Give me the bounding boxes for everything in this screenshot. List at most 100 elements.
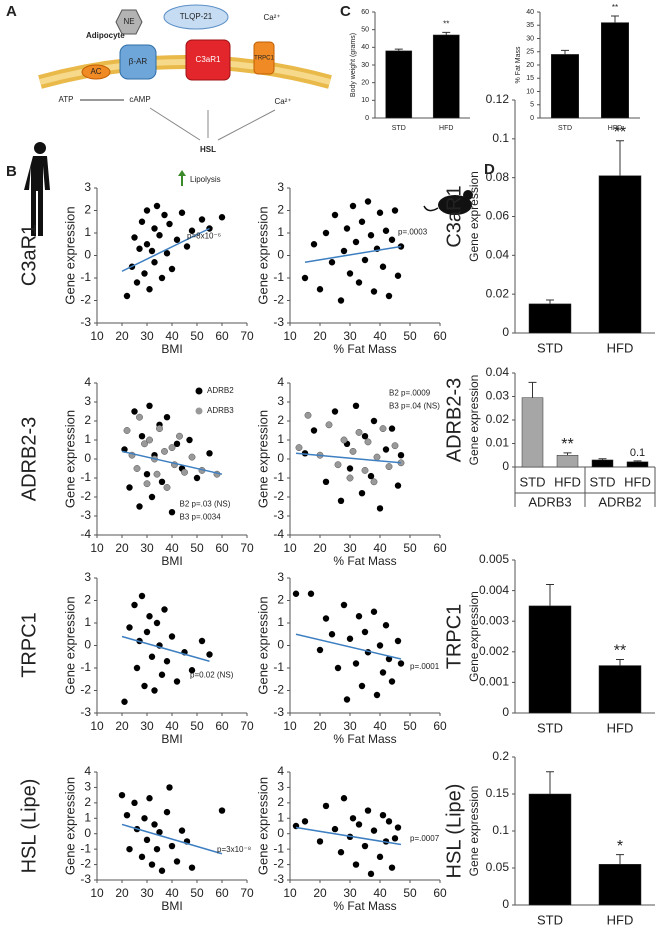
y-tick-label: -2 xyxy=(273,489,284,503)
point xyxy=(292,590,300,597)
y-tick-label: 60 xyxy=(361,9,369,16)
x-tick-label: 60 xyxy=(215,886,229,900)
x-tick-label: 50 xyxy=(190,541,204,555)
panel-label: B xyxy=(6,163,17,180)
group-label: ADRB2 xyxy=(598,494,641,509)
point xyxy=(176,432,183,440)
annotation: B3 p=.0034 xyxy=(180,513,222,522)
x-tick-label: 30 xyxy=(343,719,357,733)
annotation: B2 p=.03 (NS) xyxy=(180,500,231,509)
point xyxy=(126,484,133,491)
x-tick-label: HFD xyxy=(439,125,453,132)
x-tick-label: 50 xyxy=(403,541,417,555)
x-tick-label: 10 xyxy=(90,719,104,733)
y-tick-label: 1 xyxy=(84,225,91,239)
point xyxy=(364,438,372,446)
x-tick-label: 50 xyxy=(190,719,204,733)
y-tick-label: 1 xyxy=(277,615,284,629)
point xyxy=(367,472,375,480)
y-tick-label: 0 xyxy=(84,248,91,262)
legend-label: ADRB3 xyxy=(207,406,234,415)
point xyxy=(370,608,378,615)
x-tick-label: 60 xyxy=(433,719,447,733)
mouse-icon xyxy=(423,190,473,215)
x-tick-label: STD xyxy=(537,340,563,355)
y-tick-label: 5 xyxy=(530,102,534,109)
y-tick-label: 0 xyxy=(502,897,509,911)
point xyxy=(385,463,393,471)
point xyxy=(346,465,354,472)
y-axis-label: Gene expression xyxy=(62,596,77,694)
point xyxy=(118,791,126,799)
point xyxy=(358,218,366,225)
point xyxy=(138,853,146,861)
point xyxy=(391,835,399,842)
y-axis-label: Gene expression xyxy=(255,596,270,694)
x-tick-label: 70 xyxy=(240,541,254,555)
y-tick-label: 0 xyxy=(277,248,284,262)
y-tick-label: 1 xyxy=(84,615,91,629)
point xyxy=(131,601,138,609)
y-tick-label: 4 xyxy=(277,375,284,389)
point xyxy=(161,606,168,613)
side-label: C3aR1 xyxy=(443,185,465,247)
x-tick-label: 20 xyxy=(313,719,327,733)
bar xyxy=(591,459,614,468)
point xyxy=(337,497,345,504)
point xyxy=(397,660,405,667)
point xyxy=(361,256,369,264)
point xyxy=(310,427,318,434)
x-tick-label: 30 xyxy=(343,886,357,900)
error-bar xyxy=(442,31,451,35)
point xyxy=(370,478,378,486)
point xyxy=(136,245,143,252)
point xyxy=(198,216,206,223)
point xyxy=(168,509,176,516)
point xyxy=(138,218,146,225)
x-tick-label: HFD xyxy=(607,340,634,355)
point xyxy=(153,470,161,478)
point xyxy=(376,209,384,216)
point xyxy=(331,408,339,415)
point xyxy=(148,861,156,868)
point xyxy=(146,286,153,293)
significance: ** xyxy=(443,19,449,28)
point xyxy=(334,461,342,469)
point xyxy=(391,442,399,450)
point xyxy=(376,642,384,649)
point xyxy=(133,465,141,472)
point xyxy=(131,234,138,241)
point xyxy=(206,651,213,658)
point xyxy=(346,270,354,277)
x-tick-label: 60 xyxy=(433,329,447,343)
y-tick-label: 2 xyxy=(277,795,284,809)
point xyxy=(364,807,372,814)
y-tick-label: 2 xyxy=(84,593,91,607)
panel-label: A xyxy=(6,3,17,20)
y-tick-label: -3 xyxy=(80,872,91,886)
y-axis-label: Body weight (grams) xyxy=(350,33,357,97)
y-tick-label: 1 xyxy=(277,225,284,239)
y-tick-label: 0.02 xyxy=(486,286,510,300)
peptide-shape xyxy=(163,4,229,30)
y-tick-label: 2 xyxy=(84,203,91,217)
y-tick-label: 15 xyxy=(526,75,534,82)
point xyxy=(126,624,133,631)
bar xyxy=(528,793,572,906)
fit-line xyxy=(304,245,402,263)
point xyxy=(133,664,141,672)
x-axis-label: % Fat Mass xyxy=(333,732,396,746)
y-tick-label: -2 xyxy=(80,489,91,503)
point xyxy=(123,812,131,819)
point xyxy=(337,849,345,856)
y-tick-label: 25 xyxy=(526,49,534,56)
y-tick-label: -1 xyxy=(80,841,91,855)
annotation: B3 p=.04 (NS) xyxy=(389,402,440,411)
x-tick-label: 20 xyxy=(313,886,327,900)
diagram-label: HSL xyxy=(200,145,216,154)
bar xyxy=(521,397,544,468)
y-tick-label: 2 xyxy=(84,795,91,809)
x-tick-label: 60 xyxy=(215,329,229,343)
point xyxy=(358,490,366,497)
y-tick-label: 3 xyxy=(277,180,284,194)
